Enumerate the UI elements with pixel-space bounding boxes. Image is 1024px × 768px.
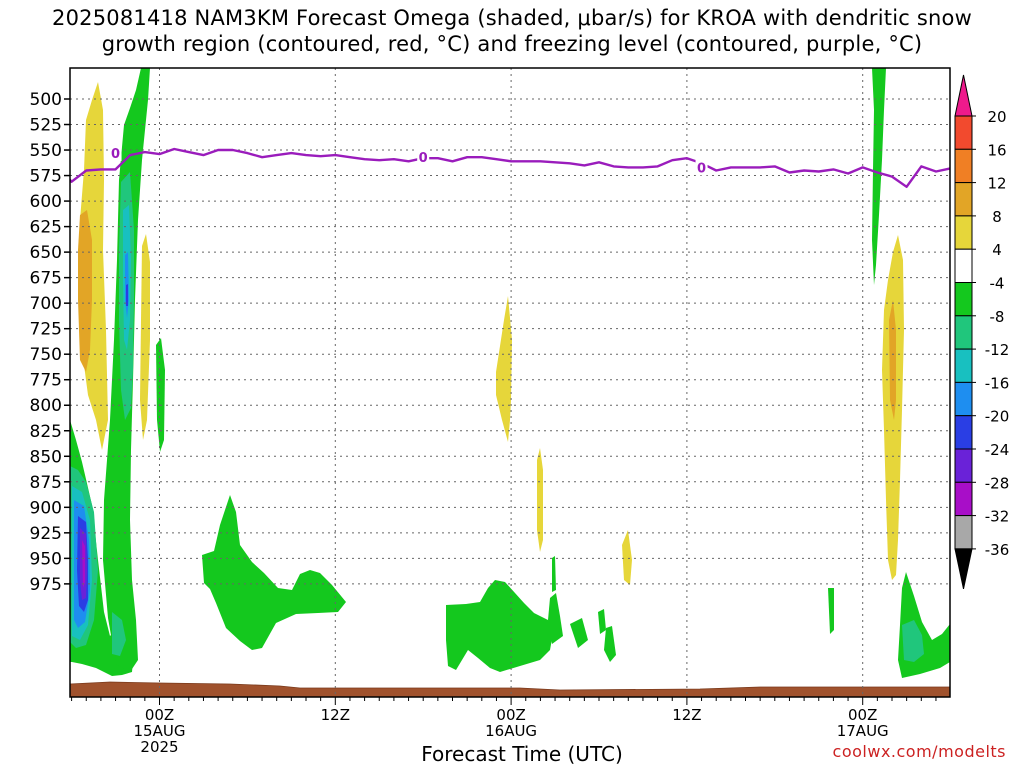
omega-region-neg4-neg8 xyxy=(156,338,165,452)
chart-title-line-1: 2025081418 NAM3KM Forecast Omega (shaded… xyxy=(52,6,972,30)
omega-region-neg4-neg8 xyxy=(598,609,606,634)
freezing-label-bg xyxy=(695,159,708,176)
omega-region-8-12 xyxy=(889,300,896,420)
colorbar: 20 16 12 8 4 -4 -8 -12 -16 -20 -24 -28 -32 -36 xyxy=(954,74,1010,590)
freezing-level-layer: 0 0 0 xyxy=(70,145,950,188)
omega-region-4-8 xyxy=(622,530,632,585)
colorbar-swatch xyxy=(954,448,973,483)
x-tick-label: 12Z xyxy=(321,706,350,724)
y-tick-label-950: 950 xyxy=(30,549,62,569)
colorbar-label: -16 xyxy=(985,374,1010,392)
colorbar-label: 4 xyxy=(992,241,1002,259)
omega-region-neg4-neg8 xyxy=(446,580,554,672)
freezing-level-label: 0 xyxy=(697,161,706,176)
colorbar-swatch xyxy=(954,148,973,184)
omega-region-8-12 xyxy=(78,210,92,372)
colorbar-label: 12 xyxy=(987,175,1006,193)
freezing-label-bg xyxy=(417,149,430,166)
colorbar-swatch xyxy=(954,115,973,150)
x-tick-label: 12Z xyxy=(672,706,701,724)
omega-region-neg8-neg12 xyxy=(112,612,126,656)
colorbar-swatch xyxy=(954,182,973,217)
freezing-label-bg xyxy=(109,145,122,162)
y-tick-label-650: 650 xyxy=(30,243,62,263)
freezing-level-label: 0 xyxy=(111,147,120,162)
colorbar-label: 8 xyxy=(992,208,1002,226)
omega-region-neg4-neg8 xyxy=(552,556,556,592)
colorbar-label: -24 xyxy=(985,441,1010,459)
omega-region-neg4-neg8 xyxy=(604,626,616,662)
y-tick-label-600: 600 xyxy=(30,192,62,212)
omega-region-neg8-neg12 xyxy=(902,620,924,662)
colorbar-label: -8 xyxy=(990,308,1005,326)
y-tick-label-725: 725 xyxy=(30,320,62,340)
grid-lines xyxy=(70,68,950,697)
colorbar-swatch xyxy=(954,415,973,450)
y-tick-label-800: 800 xyxy=(30,396,62,416)
colorbar-swatch xyxy=(954,315,973,350)
colorbar-swatch-bottom xyxy=(954,548,973,590)
omega-region-neg4-neg8 xyxy=(548,593,563,644)
x-tick-label: 17AUG xyxy=(837,722,889,740)
chart-title-line-2: growth region (contoured, red, °C) and f… xyxy=(101,32,923,56)
y-tick-label-925: 925 xyxy=(30,524,62,544)
omega-region-neg4-neg8 xyxy=(828,588,834,634)
freezing-level-label: 0 xyxy=(419,151,428,166)
x-tick-label: 00Z xyxy=(145,706,174,724)
y-tick-label-525: 525 xyxy=(30,116,62,136)
y-axis: 500 525 550 575 600 625 650 675 700 725 750 775 800 8… xyxy=(30,90,70,595)
omega-region-neg4-neg8 xyxy=(872,68,886,285)
colorbar-label: -20 xyxy=(985,408,1010,426)
x-tick-label: 15AUG xyxy=(134,722,186,740)
colorbar-swatch xyxy=(954,481,973,517)
omega-region-neg28-neg32 xyxy=(82,540,85,588)
omega-region-neg4-neg8 xyxy=(570,618,588,648)
y-tick-label-975: 975 xyxy=(30,575,62,595)
plot-frame xyxy=(69,67,951,698)
freezing-level-line xyxy=(70,147,950,188)
colorbar-label: -12 xyxy=(985,341,1010,359)
colorbar-swatch xyxy=(954,248,973,283)
y-tick-label-550: 550 xyxy=(30,141,62,161)
colorbar-swatch xyxy=(954,381,973,417)
terrain-surface xyxy=(70,681,950,697)
colorbar-swatch xyxy=(954,282,973,317)
omega-region-4-8 xyxy=(537,448,543,552)
colorbar-label: -28 xyxy=(985,474,1010,492)
omega-region-4-8 xyxy=(140,234,150,440)
y-tick-label-875: 875 xyxy=(30,473,62,493)
y-tick-label-775: 775 xyxy=(30,371,62,391)
y-tick-label-500: 500 xyxy=(30,90,62,110)
y-tick-label-575: 575 xyxy=(30,167,62,187)
y-tick-label-625: 625 xyxy=(30,218,62,238)
x-tick-label: 2025 xyxy=(140,738,178,756)
omega-region-4-8 xyxy=(496,296,512,442)
y-tick-label-675: 675 xyxy=(30,269,62,289)
colorbar-label: -36 xyxy=(985,541,1010,559)
colorbar-swatch-top xyxy=(954,74,973,117)
omega-shaded-fields xyxy=(70,68,950,697)
omega-region-neg20-neg24 xyxy=(126,284,128,306)
colorbar-swatch xyxy=(954,348,973,383)
y-tick-label-900: 900 xyxy=(30,498,62,518)
credit-text: coolwx.com/modelts xyxy=(832,742,1006,761)
colorbar-label: 20 xyxy=(987,108,1006,126)
colorbar-label: -4 xyxy=(990,275,1005,293)
colorbar-swatch xyxy=(954,515,973,550)
colorbar-label: 16 xyxy=(987,141,1006,159)
y-tick-label-700: 700 xyxy=(30,294,62,314)
y-tick-label-825: 825 xyxy=(30,422,62,442)
x-tick-label: 16AUG xyxy=(485,722,537,740)
y-tick-label-850: 850 xyxy=(30,447,62,467)
colorbar-label: -32 xyxy=(985,508,1010,526)
omega-region-neg4-neg8 xyxy=(202,495,346,650)
x-tick-label: 00Z xyxy=(496,706,525,724)
colorbar-swatch xyxy=(954,215,973,250)
x-axis-title: Forecast Time (UTC) xyxy=(421,742,623,766)
y-tick-label-750: 750 xyxy=(30,345,62,365)
x-tick-label: 00Z xyxy=(848,706,877,724)
